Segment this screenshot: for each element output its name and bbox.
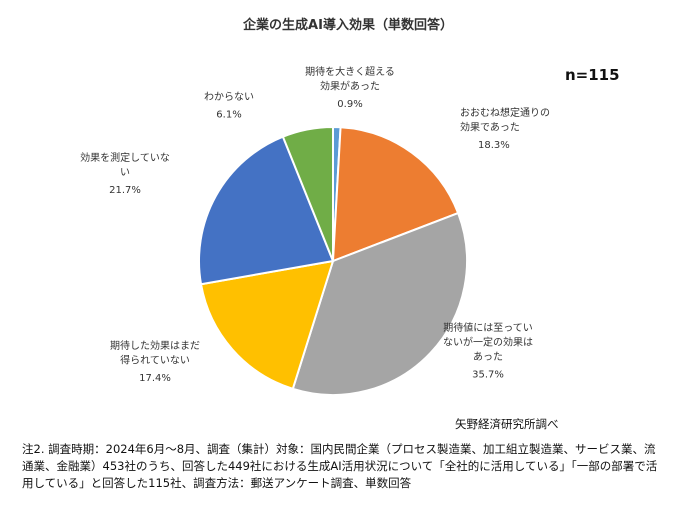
slice-category-label-4: 期待した効果はまだ得られていない — [110, 339, 200, 367]
slice-value-label-4: 17.4% — [139, 373, 171, 384]
chart-title: 企業の生成AI導入効果（単数回答） — [243, 18, 453, 33]
slice-category-label-6: わからない — [204, 91, 254, 103]
slice-value-label-3: 35.7% — [472, 370, 504, 381]
slice-value-label-5: 21.7% — [109, 185, 141, 196]
slice-category-label-5: 効果を測定していない — [80, 151, 170, 179]
source-note: 矢野経済研究所調べ — [455, 417, 559, 431]
slice-category-label-1: 期待を大きく超える効果があった — [305, 65, 395, 93]
slice-value-label-1: 0.9% — [337, 99, 362, 110]
sample-size-label: n=115 — [565, 66, 620, 84]
pie-slice-4 — [199, 259, 335, 391]
pie-slice-5 — [198, 135, 335, 286]
footnote: 注2. 調査時期：2024年6月～8月、調査（集計）対象：国内民間企業（プロセス… — [22, 442, 658, 490]
pie-labels: 期待を大きく超える効果があった 0.9% おおむね想定通りの効果であった 18.3% 期… — [80, 65, 550, 384]
pie-slice-6 — [281, 125, 334, 262]
slice-value-label-2: 18.3% — [478, 140, 510, 151]
pie-chart: 期待を大きく超える効果があった 0.9% おおむね想定通りの効果であった 18.3% 期… — [80, 65, 550, 396]
pie-slices — [198, 125, 468, 396]
pie-slice-2 — [331, 126, 460, 263]
pie-slice-3 — [291, 211, 468, 396]
slice-category-label-3: 期待値には至っていないが一定の効果はあった — [443, 321, 533, 363]
slice-category-label-2: おおむね想定通りの効果であった — [460, 106, 550, 134]
slice-value-label-6: 6.1% — [216, 110, 241, 121]
